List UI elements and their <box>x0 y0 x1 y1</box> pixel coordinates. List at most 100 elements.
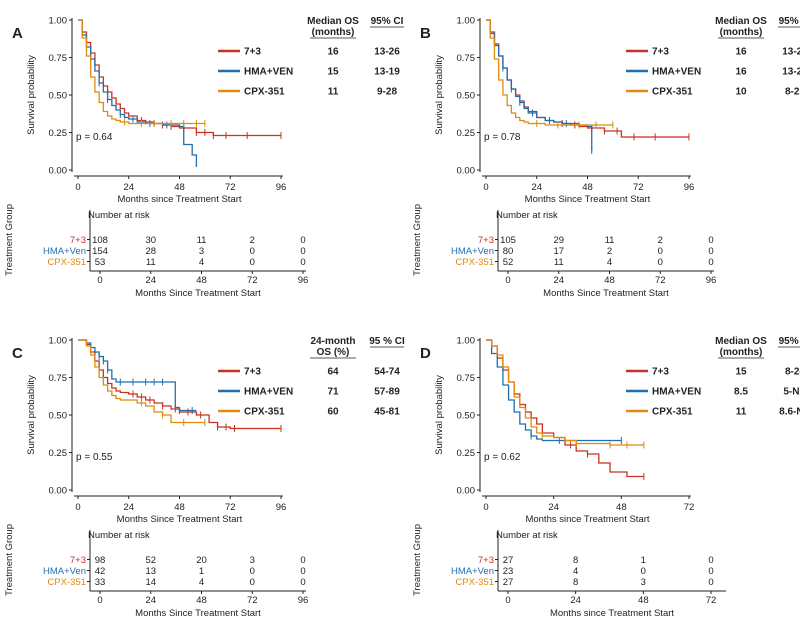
y-axis-label: Survival probability <box>26 375 37 455</box>
x-tick-label: 24 <box>123 502 134 513</box>
risk-count: 17 <box>553 246 564 257</box>
median-value: 11 <box>736 407 747 418</box>
x-tick-label: 0 <box>75 502 80 513</box>
ci-value: 5-NA <box>783 387 800 398</box>
legend-label: 7+3 <box>244 367 261 378</box>
median-value: 15 <box>735 367 747 378</box>
risk-x-tick-label: 48 <box>196 595 207 606</box>
legend-label: 7+3 <box>244 47 261 58</box>
risk-title: Number at risk <box>496 210 558 221</box>
legend-label: CPX-351 <box>244 407 285 418</box>
risk-group-label: HMA+Ven <box>451 246 494 257</box>
median-value: 71 <box>327 387 339 398</box>
median-value: 60 <box>327 407 339 418</box>
risk-x-tick-label: 24 <box>145 275 156 286</box>
risk-x-axis-label: Months Since Treatment Start <box>135 288 261 299</box>
risk-count: 27 <box>503 577 514 588</box>
y-tick-label: 0.50 <box>49 91 68 102</box>
risk-count: 11 <box>197 235 207 246</box>
survival-curve-2 <box>486 339 644 446</box>
risk-x-tick-label: 24 <box>145 595 156 606</box>
x-tick-label: 0 <box>483 182 488 193</box>
risk-count: 0 <box>658 246 663 257</box>
table-header-value: OS (%) <box>317 347 350 358</box>
ci-value: 45-81 <box>374 407 400 418</box>
survival-curve-1 <box>486 339 622 442</box>
y-tick-label: 0.25 <box>457 128 476 139</box>
risk-group-label: 7+3 <box>70 235 86 246</box>
legend-label: 7+3 <box>652 47 669 58</box>
y-axis-label: Survival probability <box>434 375 445 455</box>
risk-count: 8 <box>573 577 578 588</box>
y-tick-label: 1.00 <box>457 336 476 347</box>
risk-count: 4 <box>607 257 612 268</box>
x-tick-label: 48 <box>174 502 185 513</box>
risk-count: 11 <box>554 257 564 268</box>
ci-value: 13-26 <box>782 67 800 78</box>
table-header-value: (months) <box>312 27 355 38</box>
legend-label: HMA+VEN <box>244 387 293 398</box>
risk-count: 0 <box>300 577 305 588</box>
risk-count: 52 <box>503 257 514 268</box>
y-tick-label: 0.00 <box>457 486 476 497</box>
p-value: p = 0.55 <box>76 452 113 463</box>
risk-count: 105 <box>500 235 516 246</box>
panel-c: C 0.00 0.25 0.50 0.75 1.00 0 24 48 72 96 Months Sin… <box>4 336 405 620</box>
panel-letter: B <box>420 25 431 42</box>
risk-count: 154 <box>92 246 108 257</box>
y-tick-label: 1.00 <box>49 16 68 27</box>
table-header-ci: 95% CI <box>371 16 404 27</box>
risk-count: 4 <box>199 577 204 588</box>
ci-value: 13-26 <box>782 47 800 58</box>
y-tick-label: 0.50 <box>457 91 476 102</box>
risk-count: 2 <box>658 235 663 246</box>
risk-count: 11 <box>605 235 615 246</box>
risk-count: 0 <box>708 257 713 268</box>
risk-group-label: HMA+Ven <box>43 246 86 257</box>
risk-x-tick-label: 96 <box>298 275 309 286</box>
risk-count: 3 <box>199 246 204 257</box>
risk-x-tick-label: 72 <box>655 275 666 286</box>
y-tick-label: 0.75 <box>457 373 476 384</box>
x-tick-label: 72 <box>225 182 236 193</box>
risk-x-tick-label: 48 <box>196 275 207 286</box>
risk-group-label: CPX-351 <box>47 257 86 268</box>
y-axis-label: Survival probability <box>434 55 445 135</box>
x-tick-label: 24 <box>548 502 559 513</box>
risk-x-tick-label: 24 <box>553 275 564 286</box>
y-tick-label: 1.00 <box>49 336 68 347</box>
risk-count: 13 <box>145 566 156 577</box>
risk-count: 0 <box>641 566 646 577</box>
table-header-value: Median OS <box>715 16 767 27</box>
risk-count: 2 <box>607 246 612 257</box>
x-axis-label: Months Since Treatment Start <box>525 194 651 205</box>
median-value: 16 <box>735 67 747 78</box>
risk-count: 0 <box>300 257 305 268</box>
x-tick-label: 48 <box>582 182 593 193</box>
risk-axis-label: Treatment Group <box>4 524 15 596</box>
panel-d: D 0.00 0.25 0.50 0.75 1.00 0 24 48 72 Months since… <box>412 336 800 619</box>
risk-x-tick-label: 48 <box>604 275 615 286</box>
median-value: 15 <box>327 67 339 78</box>
table-header-ci: 95% CI <box>779 336 800 347</box>
x-tick-label: 96 <box>276 182 287 193</box>
risk-count: 3 <box>641 577 646 588</box>
risk-group-label: 7+3 <box>70 555 86 566</box>
risk-count: 29 <box>553 235 564 246</box>
x-tick-label: 72 <box>684 502 695 513</box>
x-tick-label: 96 <box>684 182 695 193</box>
risk-group-label: CPX-351 <box>455 577 494 588</box>
median-value: 64 <box>327 367 339 378</box>
table-header-ci: 95 % CI <box>369 336 405 347</box>
table-header-ci: 95% CI <box>779 16 800 27</box>
risk-x-tick-label: 72 <box>247 275 258 286</box>
x-tick-label: 96 <box>276 502 287 513</box>
risk-count: 23 <box>503 566 514 577</box>
risk-x-tick-label: 24 <box>570 595 581 606</box>
risk-count: 42 <box>95 566 106 577</box>
risk-group-label: HMA+Ven <box>451 566 494 577</box>
risk-count: 11 <box>146 257 156 268</box>
ci-value: 13-19 <box>374 67 400 78</box>
risk-x-axis-label: Months since Treatment Start <box>550 608 674 619</box>
